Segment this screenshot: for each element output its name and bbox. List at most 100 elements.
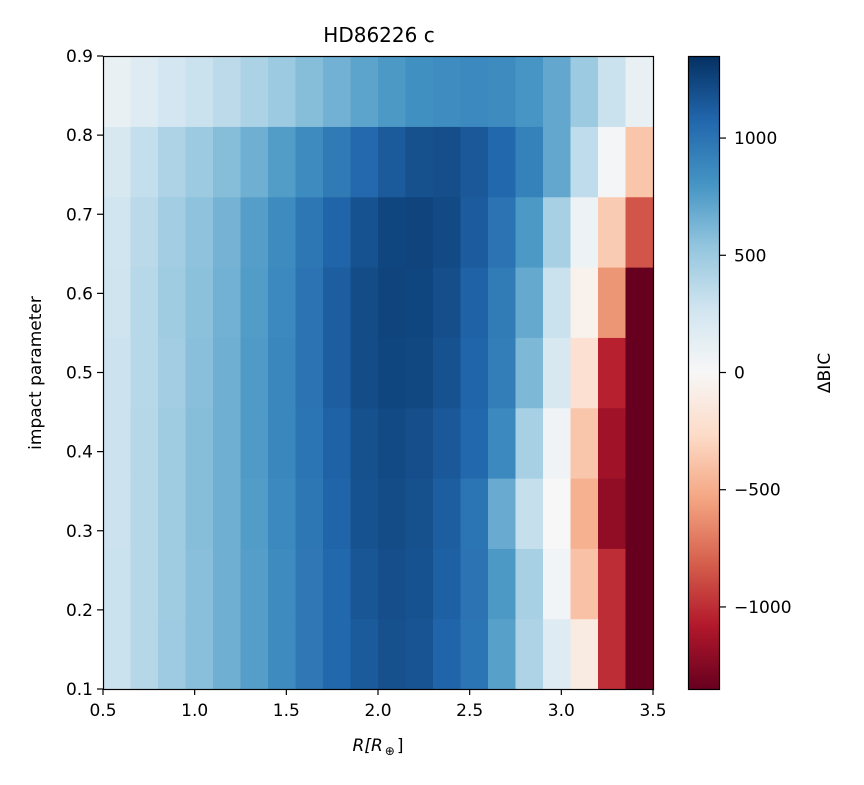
heatmap-cell xyxy=(130,407,159,479)
heatmap-cell xyxy=(103,126,132,198)
heatmap-cell xyxy=(350,337,379,409)
heatmap-cell xyxy=(625,478,654,549)
heatmap-cell xyxy=(378,548,407,620)
heatmap-cell xyxy=(488,618,517,690)
heatmap-cell xyxy=(488,407,517,479)
heatmap-cell xyxy=(323,196,352,268)
x-axis-label: R[R ⊕] xyxy=(353,736,404,758)
heatmap-cell xyxy=(185,267,214,338)
heatmap-cell xyxy=(433,267,462,338)
heatmap-cell xyxy=(598,407,627,479)
heatmap-cell xyxy=(515,407,544,479)
heatmap-cell xyxy=(598,548,627,620)
x-axis-label-sub: ⊕ xyxy=(385,744,395,758)
heatmap-cell xyxy=(295,267,324,338)
heatmap-cell xyxy=(460,548,489,620)
heatmap-cell xyxy=(598,196,627,268)
heatmap-cell xyxy=(268,337,297,409)
heatmap-cell xyxy=(570,337,599,409)
heatmap-cell xyxy=(158,196,187,268)
colorbar-frame xyxy=(687,55,721,691)
heatmap-cell xyxy=(515,56,544,127)
x-tick-label: 1.5 xyxy=(273,701,300,721)
heatmap-cell xyxy=(405,196,434,268)
colorbar-tick-label: −1000 xyxy=(734,598,792,618)
heatmap-cell xyxy=(625,267,654,338)
heatmap-cell xyxy=(295,337,324,409)
heatmap-cell xyxy=(103,478,132,549)
heatmap-cell xyxy=(378,407,407,479)
heatmap-cell xyxy=(433,56,462,127)
heatmap-cell xyxy=(488,196,517,268)
heatmap-cell xyxy=(543,196,572,268)
x-axis: 0.5 1.0 1.5 2.0 2.5 3.0 3.5 xyxy=(89,689,667,721)
heatmap-cell xyxy=(570,267,599,338)
heatmap-cell xyxy=(103,196,132,268)
heatmap-cells xyxy=(103,56,654,690)
heatmap-cell xyxy=(350,407,379,479)
heatmap-cell xyxy=(488,56,517,127)
colorbar-tick-label: 500 xyxy=(734,246,766,266)
heatmap-cell xyxy=(103,618,132,690)
heatmap-cell xyxy=(625,56,654,127)
heatmap-cell xyxy=(405,126,434,198)
heatmap-cell xyxy=(240,407,269,479)
heatmap-cell xyxy=(158,407,187,479)
heatmap-cell xyxy=(240,196,269,268)
x-axis-label-bracket: [R xyxy=(364,736,382,756)
heatmap-cell xyxy=(460,407,489,479)
heatmap-cell xyxy=(103,337,132,409)
heatmap-cell xyxy=(158,267,187,338)
heatmap-cell xyxy=(515,126,544,198)
heatmap-cell xyxy=(598,267,627,338)
heatmap-cell xyxy=(543,56,572,127)
heatmap-cell xyxy=(350,618,379,690)
heatmap-cell xyxy=(158,478,187,549)
heatmap-cell xyxy=(350,548,379,620)
y-tick-label: 0.7 xyxy=(66,205,93,225)
heatmap-cell xyxy=(570,407,599,479)
colorbar-label: ΔBIC xyxy=(815,353,835,393)
heatmap-cell xyxy=(103,267,132,338)
colorbar: 1000 500 0 −500 −1000 ΔBIC xyxy=(687,55,835,691)
y-tick-label: 0.5 xyxy=(66,364,93,384)
heatmap-cell xyxy=(130,267,159,338)
heatmap-cell xyxy=(185,337,214,409)
heatmap-cell xyxy=(295,618,324,690)
heatmap-cell xyxy=(543,478,572,549)
y-axis-label: impact parameter xyxy=(26,296,46,450)
heatmap-cell xyxy=(158,126,187,198)
heatmap-cell xyxy=(570,618,599,690)
heatmap-cell xyxy=(240,478,269,549)
y-tick-label: 0.3 xyxy=(66,522,93,542)
heatmap-cell xyxy=(515,337,544,409)
heatmap-cell xyxy=(240,267,269,338)
heatmap-cell xyxy=(213,267,242,338)
heatmap-cell xyxy=(103,407,132,479)
heatmap-cell xyxy=(323,478,352,549)
heatmap-cell xyxy=(185,548,214,620)
heatmap-cell xyxy=(433,196,462,268)
heatmap-cell xyxy=(433,618,462,690)
heatmap-cell xyxy=(185,478,214,549)
heatmap-cell xyxy=(213,56,242,127)
heatmap-cell xyxy=(130,126,159,198)
heatmap-cell xyxy=(543,407,572,479)
heatmap-cell xyxy=(488,126,517,198)
heatmap-cell xyxy=(515,196,544,268)
heatmap-cell xyxy=(295,56,324,127)
heatmap-cell xyxy=(350,126,379,198)
heatmap-cell xyxy=(570,196,599,268)
colorbar-gradient xyxy=(688,56,720,689)
heatmap-cell xyxy=(405,267,434,338)
heatmap-cell xyxy=(598,478,627,549)
heatmap-cell xyxy=(213,478,242,549)
heatmap-cell xyxy=(625,407,654,479)
y-axis: 0.1 0.2 0.3 0.4 0.5 0.6 0.7 0.8 0.9 xyxy=(66,47,103,700)
heatmap-cell xyxy=(295,126,324,198)
heatmap-cell xyxy=(433,478,462,549)
heatmap-cell xyxy=(543,618,572,690)
heatmap-cell xyxy=(378,126,407,198)
heatmap-cell xyxy=(323,267,352,338)
heatmap-cell xyxy=(378,618,407,690)
